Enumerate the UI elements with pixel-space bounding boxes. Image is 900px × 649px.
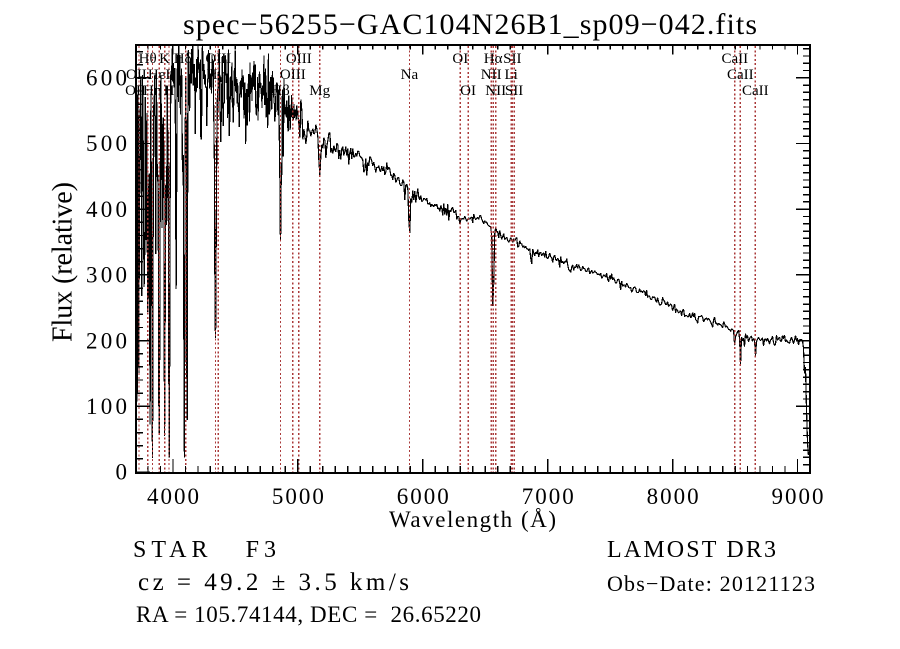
svg-text:600: 600 [86,66,127,91]
svg-text:OIII: OIII [280,67,306,83]
svg-text:Hδ: Hδ [174,51,192,67]
svg-text:100: 100 [86,394,127,419]
svg-text:Hα: Hα [484,51,503,67]
svg-text:Li: Li [505,67,518,83]
svg-text:300: 300 [86,263,127,288]
svg-text:Hβ: Hβ [271,83,289,99]
svg-text:OI: OI [460,83,476,99]
svg-text:200: 200 [86,328,127,353]
svg-text:CaII: CaII [727,67,754,83]
svg-text:OIII: OIII [205,51,231,67]
svg-text:LAMOST DR3: LAMOST DR3 [607,537,776,563]
svg-text:500: 500 [86,131,127,156]
svg-text:OII: OII [126,67,147,83]
svg-text:OI: OI [452,51,468,67]
svg-text:Hθ: Hθ [139,51,157,67]
svg-text:NII: NII [485,83,506,99]
svg-text:400: 400 [86,197,127,222]
svg-text:cz = 49.2 ± 3.5 km/s: cz = 49.2 ± 3.5 km/s [138,569,409,596]
svg-text:NII: NII [481,67,502,83]
svg-text:CaII: CaII [721,51,748,67]
svg-text:SII: SII [503,51,521,67]
svg-text:Flux (relative): Flux (relative) [48,182,79,342]
svg-text:HeI: HeI [148,67,171,83]
svg-text:Na: Na [401,67,419,83]
svg-text:CaII: CaII [742,83,769,99]
svg-text:Wavelength (Å): Wavelength (Å) [389,507,556,532]
svg-text:OIII: OIII [286,51,312,67]
svg-text:H: H [164,83,175,99]
svg-text:SII: SII [505,83,523,99]
svg-text:Mg: Mg [309,83,330,99]
svg-text:Hη: Hη [143,83,162,99]
svg-text:RA = 105.74144, DEC = 26.6522: RA = 105.74144, DEC = 26.65220 [136,602,481,627]
svg-text:spec−56255−GAC104N26B1_sp09−04: spec−56255−GAC104N26B1_sp09−042.fits [183,8,757,41]
svg-text:K: K [159,51,170,67]
svg-text:Obs−Date: 20121123: Obs−Date: 20121123 [607,571,815,596]
svg-text:OII: OII [125,83,146,99]
svg-text:0: 0 [116,460,128,485]
svg-text:Hγ: Hγ [207,67,225,83]
svg-text:STAR F3: STAR F3 [133,537,276,563]
